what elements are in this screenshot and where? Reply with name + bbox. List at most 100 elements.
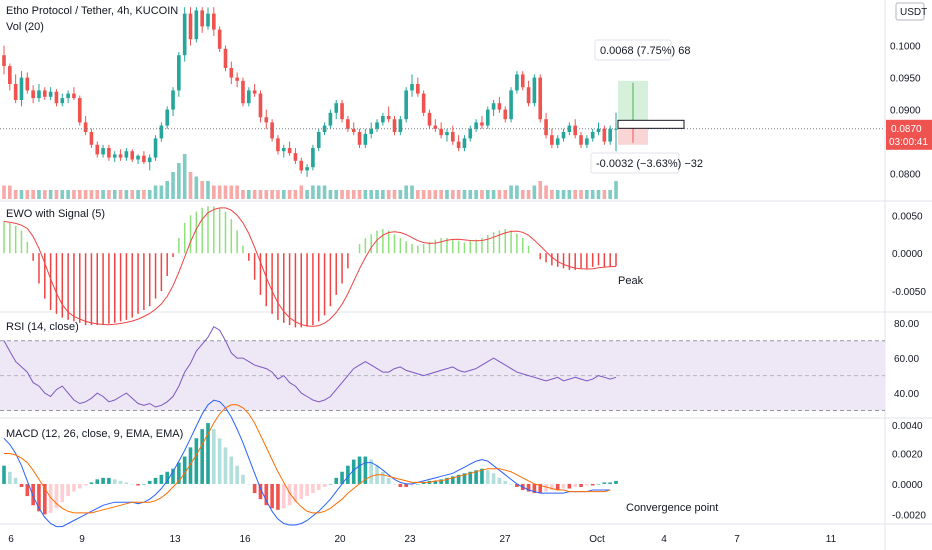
candle-body [13, 84, 18, 100]
candle-body [334, 103, 339, 113]
ewo-bar [492, 232, 495, 254]
macd-histogram-bar [544, 483, 548, 492]
macd-histogram-bar [107, 477, 111, 484]
volume-bar [147, 190, 152, 199]
candle-body [212, 13, 216, 30]
candle-body [573, 125, 578, 136]
ewo-bar [312, 253, 314, 326]
ewo-bar [26, 241, 29, 254]
macd-histogram-bar [165, 471, 170, 484]
candle-body [538, 77, 543, 120]
volume-bar [246, 190, 251, 199]
candle-body [439, 128, 443, 136]
macd-histogram-bar [182, 456, 187, 484]
volume-bar [561, 190, 566, 199]
ewo-peak-annotation: Peak [618, 275, 644, 287]
ewo-bar [108, 253, 110, 324]
macd-convergence-annotation: Convergence point [626, 502, 718, 514]
macd-histogram-bar [147, 480, 152, 484]
macd-histogram-bar [217, 438, 222, 484]
price-panel[interactable]: 0.0068 (7.75%) 68 -0.0032 (−3.63%) −32 [0, 7, 885, 177]
position-target-label: 0.0068 (7.75%) 68 [600, 45, 691, 57]
macd-histogram-bar [177, 462, 181, 484]
ewo-bar [317, 253, 320, 322]
macd-histogram-bar [316, 483, 321, 491]
ewo-panel[interactable] [3, 206, 617, 328]
volume-bar [165, 181, 170, 199]
ewo-bar [422, 244, 425, 254]
macd-histogram-bar [515, 483, 519, 487]
ewo-bar [568, 253, 571, 270]
ewo-bar [259, 253, 262, 295]
candle-body [31, 90, 35, 99]
rsi-tick-label: 40.00 [894, 389, 919, 400]
macd-histogram-bar [445, 477, 449, 484]
ewo-bar [125, 253, 128, 320]
macd-histogram-bar [200, 429, 204, 484]
volume-bar [392, 190, 397, 199]
candle-body [491, 103, 496, 110]
ewo-bar [411, 244, 413, 254]
volume-bar [217, 185, 222, 199]
ewo-bar [562, 253, 565, 269]
candle-body [95, 144, 100, 155]
ewo-bar [393, 234, 396, 254]
macd-histogram-bar [585, 483, 589, 486]
macd-histogram-bar [357, 456, 362, 484]
candle-body [112, 154, 117, 158]
candle-body [579, 135, 583, 145]
rsi-panel[interactable] [0, 326, 885, 412]
candle-body [346, 119, 350, 129]
macd-histogram-bar [340, 471, 344, 484]
macd-histogram-bar [60, 483, 65, 503]
volume-bar [316, 185, 321, 199]
ewo-bar [119, 253, 122, 322]
macd-histogram-bar [37, 483, 41, 512]
ewo-bar [551, 253, 553, 266]
candle-body [561, 132, 566, 139]
macd-panel[interactable] [2, 399, 618, 528]
candle-body [468, 128, 473, 139]
position-target-label-box [594, 39, 672, 61]
ewo-bar [335, 253, 337, 295]
candle-body [299, 160, 304, 171]
ewo-bar [329, 253, 332, 307]
macd-histogram-bar [334, 477, 339, 484]
macd-histogram-bar [421, 482, 426, 484]
ewo-bar [376, 230, 378, 254]
volume-bar [351, 190, 356, 199]
ewo-bar [113, 253, 116, 323]
last-price-label: 0.0870 [891, 124, 922, 135]
volume-bar [509, 185, 513, 199]
volume-bar [241, 190, 245, 199]
x-tick-label: 23 [404, 534, 416, 545]
ewo-bar [277, 253, 279, 320]
candle-body [398, 119, 403, 132]
macd-histogram-bar [328, 483, 333, 485]
ewo-tick-label: 0.0000 [892, 249, 923, 260]
macd-histogram-bar [416, 483, 420, 485]
ewo-bar [236, 230, 238, 254]
ewo-bar [586, 253, 588, 269]
ewo-bar [382, 228, 384, 254]
macd-histogram-bar [474, 470, 478, 484]
macd-histogram-bar [532, 483, 537, 494]
candle-body [200, 10, 204, 27]
rsi-label: RSI (14, close) [6, 321, 79, 333]
macd-histogram-bar [25, 483, 30, 497]
ewo-bar [61, 253, 64, 318]
volume-bar [42, 190, 47, 199]
macd-histogram-bar [89, 482, 94, 484]
candle-body [480, 122, 484, 126]
candle-body [340, 103, 344, 120]
currency-tag[interactable] [895, 2, 925, 21]
volume-bar [573, 190, 578, 199]
ewo-bar [96, 253, 99, 326]
candle-body [177, 55, 181, 91]
macd-histogram-bar [346, 465, 350, 484]
macd-histogram-bar [497, 477, 502, 484]
volume-bar [322, 185, 327, 199]
candle-body [450, 132, 455, 142]
macd-histogram-bar [503, 480, 508, 484]
